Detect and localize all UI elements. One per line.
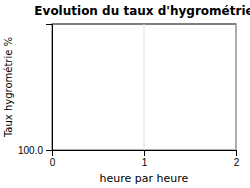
tick: 1 bbox=[142, 150, 148, 168]
x-axis-title: heure par heure bbox=[100, 172, 189, 185]
tick-mark bbox=[144, 150, 145, 156]
tick-mark bbox=[236, 150, 237, 156]
grid-line bbox=[236, 24, 237, 150]
axis-line bbox=[53, 151, 237, 157]
y-axis: 100.0 bbox=[18, 25, 53, 156]
tick-mark bbox=[46, 150, 52, 151]
axis-line bbox=[46, 25, 53, 151]
tick-label: 2 bbox=[234, 157, 240, 168]
tick-label: 0 bbox=[50, 157, 56, 168]
tick: 100.0 bbox=[18, 145, 52, 156]
grid-line bbox=[144, 24, 145, 150]
tick-label: 100.0 bbox=[18, 145, 43, 156]
title: Evolution du taux d'hygrométrie bbox=[34, 4, 250, 18]
chart: 0 1 2 100.0 Evolution du taux d'hygrométrie h… bbox=[0, 0, 250, 188]
x-axis: 0 1 2 bbox=[50, 150, 240, 168]
grid bbox=[52, 24, 236, 150]
y-axis-title: Taux hygrométrie % bbox=[3, 37, 14, 138]
plot-frame bbox=[52, 24, 236, 150]
tick-label: 1 bbox=[142, 157, 148, 168]
tick: 0 bbox=[50, 150, 56, 168]
tick: 2 bbox=[234, 150, 240, 168]
plot: 0 1 2 100.0 bbox=[18, 24, 240, 168]
